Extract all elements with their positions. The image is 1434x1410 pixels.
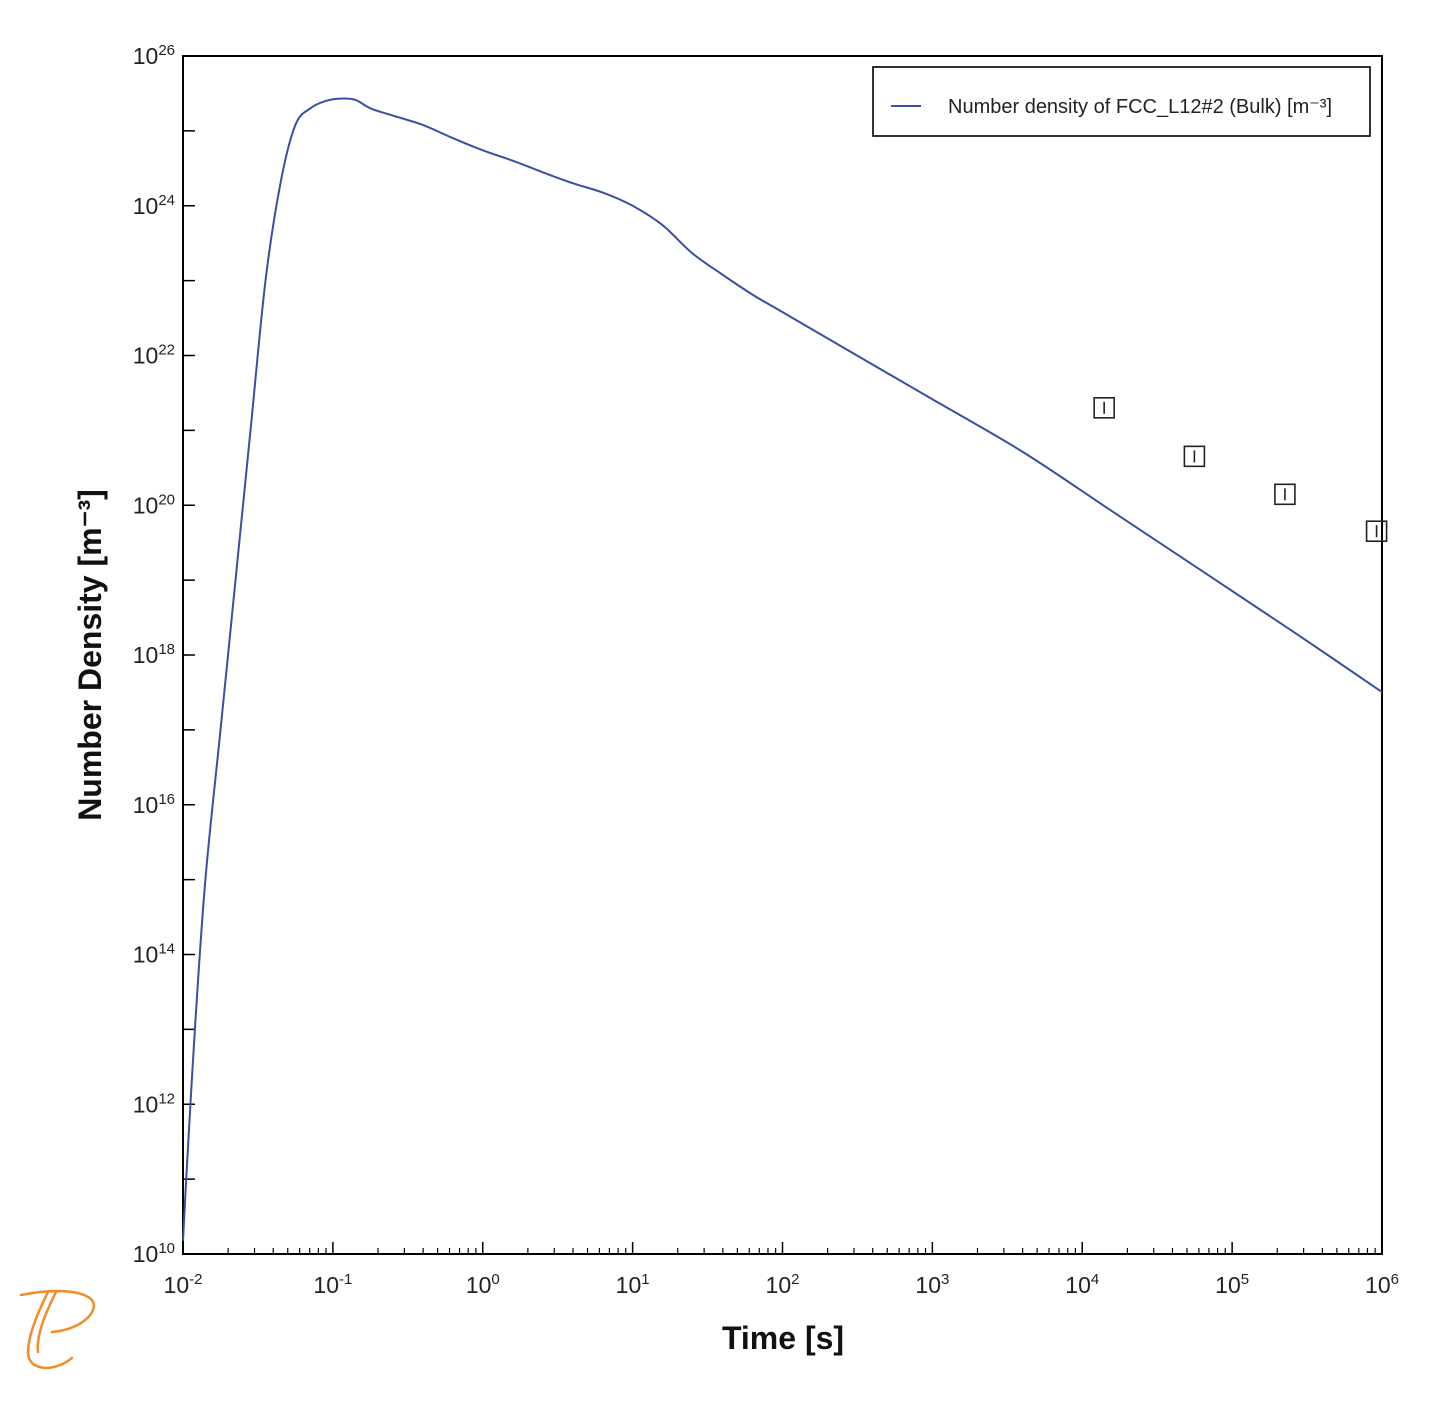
series-line	[182, 97, 1383, 1241]
y-tick-label: 1026	[133, 42, 175, 69]
x-tick-label: 105	[1215, 1271, 1249, 1298]
legend: Number density of FCC_L12#2 (Bulk) [m⁻³]	[872, 66, 1371, 137]
x-tick-label: 101	[616, 1271, 650, 1298]
x-tick-label: 10-2	[164, 1271, 203, 1298]
y-tick-label: 1018	[133, 641, 175, 668]
y-tick-label: 1022	[133, 342, 175, 369]
y-axis-title: Number Density [m⁻³]	[72, 489, 108, 821]
x-tick-label: 106	[1365, 1271, 1399, 1298]
x-tick-label: 103	[915, 1271, 949, 1298]
tick-labels: 10-2 10-1 100 101 102 103 104 105 106 1010 1012 101…	[133, 42, 1399, 1298]
data-marker	[1274, 483, 1296, 506]
x-tick-label: 100	[466, 1271, 500, 1298]
y-tick-label: 1010	[133, 1240, 175, 1267]
y-tick-label: 1014	[133, 941, 175, 968]
plot-area	[182, 55, 1383, 1255]
series-layer	[182, 97, 1388, 1241]
thermo-calc-logo	[19, 1289, 95, 1370]
x-tick-label: 104	[1065, 1271, 1099, 1298]
data-marker	[1183, 445, 1206, 468]
legend-label: Number density of FCC_L12#2 (Bulk) [m⁻³]	[948, 96, 1332, 118]
y-tick-label: 1012	[133, 1090, 175, 1117]
y-tick-label: 1020	[133, 491, 175, 518]
y-tick-label: 1016	[133, 791, 175, 818]
data-marker	[1365, 520, 1388, 543]
x-axis-title: Time [s]	[722, 1320, 844, 1356]
data-marker	[1093, 397, 1115, 419]
x-tick-label: 102	[766, 1271, 800, 1298]
legend-box	[872, 66, 1371, 137]
x-tick-label: 10-1	[313, 1271, 352, 1298]
y-tick-label: 1024	[133, 192, 175, 219]
